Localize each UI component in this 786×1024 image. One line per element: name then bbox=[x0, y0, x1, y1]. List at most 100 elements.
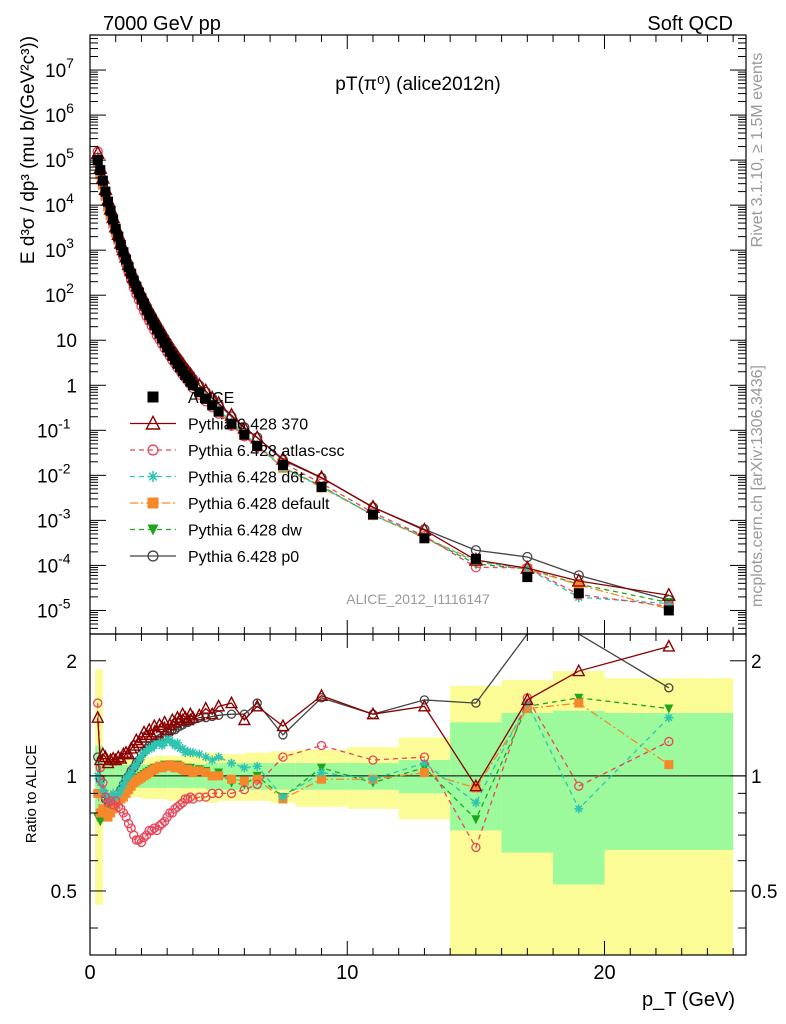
series-1-main-point bbox=[571, 572, 586, 587]
data-point bbox=[573, 588, 584, 599]
main-y-tick-label: 107 bbox=[45, 55, 74, 82]
series-1-ratio-point bbox=[106, 751, 120, 764]
data-point bbox=[277, 459, 288, 470]
legend-marker bbox=[147, 391, 159, 403]
data-point bbox=[141, 304, 152, 315]
main-y-tick-label: 10-4 bbox=[37, 550, 71, 577]
series-4-ratio-point bbox=[239, 776, 249, 786]
legend-label: Pythia 6.428 d6t bbox=[188, 470, 304, 487]
data-point bbox=[187, 380, 198, 391]
x-tick-label: 20 bbox=[593, 962, 615, 984]
main-y-tick-label: 10-1 bbox=[37, 415, 71, 442]
main-series-layer bbox=[90, 145, 676, 616]
series-3-ratio-point bbox=[239, 763, 249, 773]
main-y-tick-label: 10-2 bbox=[37, 460, 71, 487]
series-1-ratio-point bbox=[572, 663, 586, 677]
series-3-ratio-point bbox=[116, 785, 126, 795]
series-2-ratio-point bbox=[149, 823, 160, 833]
legend-marker bbox=[147, 524, 159, 536]
series-6-ratio-point bbox=[664, 683, 674, 693]
legend-label: Pythia 6.428 atlas-csc bbox=[188, 443, 345, 460]
series-2-ratio-point bbox=[278, 752, 288, 762]
series-3-ratio-point bbox=[664, 713, 674, 723]
legend-entry: Pythia 6.428 default bbox=[130, 496, 330, 513]
series-3-ratio-point bbox=[419, 758, 429, 768]
band-inner bbox=[604, 713, 734, 850]
series-2-ratio-point bbox=[226, 788, 237, 799]
series-2-ratio-point bbox=[185, 792, 196, 802]
series-2-ratio-point bbox=[368, 755, 378, 765]
series-1-ratio-point bbox=[237, 712, 251, 726]
series-3-ratio-point bbox=[118, 779, 128, 789]
data-point bbox=[470, 553, 481, 564]
series-1-ratio-point bbox=[145, 727, 159, 741]
series-4-ratio-point bbox=[194, 766, 204, 776]
main-y-tick-label: 104 bbox=[45, 190, 74, 217]
data-point bbox=[239, 429, 250, 440]
legend-entry: Pythia 6.428 370 bbox=[130, 414, 308, 434]
series-1-ratio-point bbox=[96, 746, 110, 760]
series-3-ratio-point bbox=[183, 746, 193, 756]
analysis-watermark: ALICE_2012_I1116147 bbox=[346, 591, 490, 607]
main-y-tick-label: 10-5 bbox=[37, 595, 71, 622]
series-1-main-point bbox=[661, 587, 676, 601]
data-point bbox=[133, 287, 144, 298]
legend-label: Pythia 6.428 p0 bbox=[188, 549, 299, 566]
series-2-ratio-point bbox=[664, 736, 674, 747]
series-2-ratio-point bbox=[213, 788, 224, 799]
series-3-ratio-point bbox=[95, 778, 105, 788]
ratio-series-layer bbox=[91, 633, 676, 853]
series-6-ratio-point bbox=[471, 698, 481, 708]
data-point bbox=[194, 387, 205, 398]
series-2-ratio-point bbox=[239, 785, 250, 795]
series-3-ratio-point bbox=[317, 768, 327, 778]
ratio-y-tick-label-left: 0.5 bbox=[51, 882, 77, 903]
data-point bbox=[139, 298, 150, 309]
series-3-ratio-point bbox=[214, 752, 224, 762]
series-3-ratio-point bbox=[226, 758, 236, 768]
legend-entry: Pythia 6.428 atlas-csc bbox=[130, 443, 345, 460]
band-inner bbox=[553, 710, 605, 885]
series-2-ratio-point bbox=[316, 740, 327, 751]
series-2-ratio-point bbox=[139, 832, 149, 843]
series-2-ratio-point bbox=[98, 777, 108, 788]
series-1-ratio-point bbox=[165, 712, 179, 726]
series-2-ratio-point bbox=[252, 779, 262, 790]
series-6-ratio-point bbox=[226, 709, 237, 719]
axes-layer: 0 10 20 10-5 10-4 10-3 10-2 10-1 1 10 102 103 104 105… bbox=[37, 34, 777, 984]
series-1-ratio-point bbox=[366, 706, 380, 720]
series-4-ratio-point bbox=[201, 768, 211, 778]
series-4-ratio-point bbox=[252, 774, 262, 784]
series-1-ratio-point bbox=[109, 752, 123, 766]
series-3-ratio-point bbox=[252, 761, 262, 771]
data-point bbox=[522, 572, 533, 583]
main-y-tick-label: 106 bbox=[45, 100, 74, 127]
data-point bbox=[103, 196, 114, 207]
series-1-ratio-point bbox=[129, 732, 143, 746]
series-3-ratio-point bbox=[180, 748, 190, 758]
data-point bbox=[316, 482, 327, 493]
series-3-ratio-point bbox=[207, 755, 217, 765]
data-point bbox=[136, 293, 147, 304]
series-1-ratio-point bbox=[276, 718, 290, 732]
series-1-ratio-point bbox=[93, 752, 107, 766]
legend-entry: Pythia 6.428 dw bbox=[130, 523, 302, 540]
series-4-ratio-point bbox=[226, 774, 236, 784]
series-1-ratio-point bbox=[158, 715, 172, 728]
series-2-ratio-point bbox=[157, 818, 167, 829]
header-left: 7000 GeV pp bbox=[103, 13, 221, 35]
data-point bbox=[105, 205, 116, 216]
series-1-ratio-point bbox=[224, 695, 239, 709]
series-4-ratio-point bbox=[207, 771, 217, 781]
series-2-ratio-point bbox=[121, 812, 131, 822]
data-point bbox=[252, 440, 263, 451]
chart-title: pT(π⁰) (alice2012n) bbox=[335, 74, 500, 95]
legend-marker bbox=[147, 444, 159, 456]
series-1-ratio-point bbox=[205, 706, 219, 720]
series-1-ratio-point bbox=[119, 745, 133, 758]
data-point bbox=[367, 509, 378, 520]
series-1-ratio-point bbox=[520, 692, 534, 706]
series-1-ratio-point bbox=[152, 717, 167, 731]
series-1-ratio-point bbox=[212, 698, 226, 712]
